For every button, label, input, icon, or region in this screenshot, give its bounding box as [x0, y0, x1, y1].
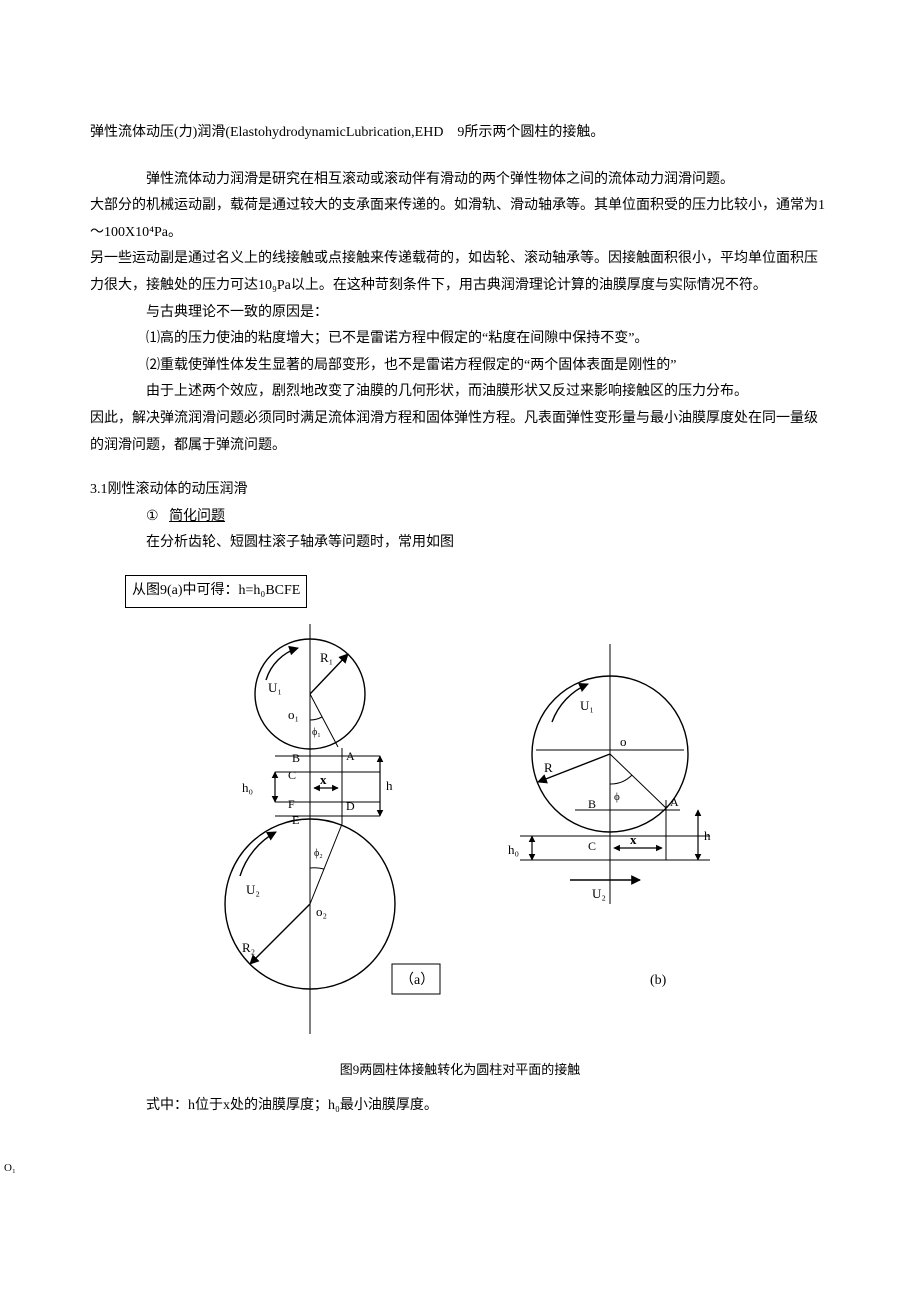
section-heading: 3.1刚性滚动体的动压润滑 [90, 482, 248, 497]
label-R-b: R [544, 760, 553, 775]
label-phi2: ϕ₂ [314, 848, 323, 859]
label-B-b: B [588, 797, 596, 811]
doc-title: 弹性流体动压(力)润滑(ElastohydrodynamicLubricatio… [90, 125, 604, 140]
subfigure-b: U₁ o R ϕ B A C [508, 644, 711, 988]
label-o2: o₂ [316, 904, 327, 919]
para-6: ⑵重载使弹性体发生显著的局部变形，也不是雷诺方程假定的“两个固体表面是刚性的” [146, 358, 676, 373]
label-x-a: x [320, 772, 327, 787]
figure-9: R₁ U₁ o₁ ϕ₁ A B C D [90, 624, 830, 1083]
para-1: 弹性流体动力润滑是研究在相互滚动或滚动伴有滑动的两个弹性物体之间的流体动力润滑问… [146, 172, 734, 187]
list-item-1-body: 在分析齿轮、短圆柱滚子轴承等问题时，常用如图 [146, 535, 454, 550]
label-b: (b) [650, 973, 667, 988]
label-phi1: ϕ₁ [312, 727, 321, 738]
label-R1: R₁ [320, 650, 333, 665]
label-C-b: C [588, 839, 596, 853]
label-C: C [288, 768, 296, 782]
label-U1-b: U₁ [580, 698, 594, 713]
label-a: （a） [400, 972, 434, 988]
para-8: 因此，解决弹流润滑问题必须同时满足流体润滑方程和固体弹性方程。凡表面弹性变形量与… [90, 411, 818, 453]
label-A: A [346, 749, 355, 763]
label-o1: o₁ [288, 707, 299, 722]
label-D: D [346, 799, 355, 813]
subfigure-a: R₁ U₁ o₁ ϕ₁ A B C D [225, 624, 440, 1034]
figure-9-caption: 图9两圆柱体接触转化为圆柱对平面的接触 [90, 1058, 830, 1083]
figure-9-svg: R₁ U₁ o₁ ϕ₁ A B C D [180, 624, 740, 1044]
para-5: ⑴高的压力使油的粘度增大；已不是雷诺方程中假定的“粘度在间隙中保持不变”。 [146, 331, 648, 346]
label-U2-bot: U₂ [246, 882, 260, 897]
para-3: 另一些运动副是通过名义上的线接触或点接触来传递载荷的，如齿轮、滚动轴承等。因接触… [90, 251, 818, 293]
label-h0-a: h₀ [242, 780, 253, 795]
list-number-1: ① [146, 509, 166, 524]
para-7: 由于上述两个效应，剧烈地改变了油膜的几何形状，而油膜形状又反过来影响接触区的压力… [146, 384, 748, 399]
label-A-b: A [670, 795, 679, 809]
stray-o1: O₁ [4, 1158, 16, 1179]
label-h-b: h [704, 828, 711, 843]
label-x-b: x [630, 832, 637, 847]
label-B: B [292, 751, 300, 765]
label-o-b: o [620, 734, 627, 749]
label-F: F [288, 797, 295, 811]
label-h0-b: h₀ [508, 842, 519, 857]
boxed-formula: 从图9(a)中可得：h=h₀BCFE [125, 575, 307, 608]
label-phi-b: ϕ [614, 791, 620, 803]
para-4: 与古典理论不一致的原因是： [146, 305, 328, 320]
para-2: 大部分的机械运动副，载荷是通过较大的支承面来传递的。如滑轨、滑动轴承等。其单位面… [90, 198, 825, 240]
label-U1-top: U₁ [268, 680, 282, 695]
label-R2: R₂ [242, 940, 255, 955]
label-U2-b: U₂ [592, 886, 606, 901]
label-h-a: h [386, 778, 393, 793]
formula-note: 式中：h位于x处的油膜厚度；h₀最小油膜厚度。 [146, 1098, 438, 1113]
list-item-1-title: 简化问题 [169, 509, 225, 524]
